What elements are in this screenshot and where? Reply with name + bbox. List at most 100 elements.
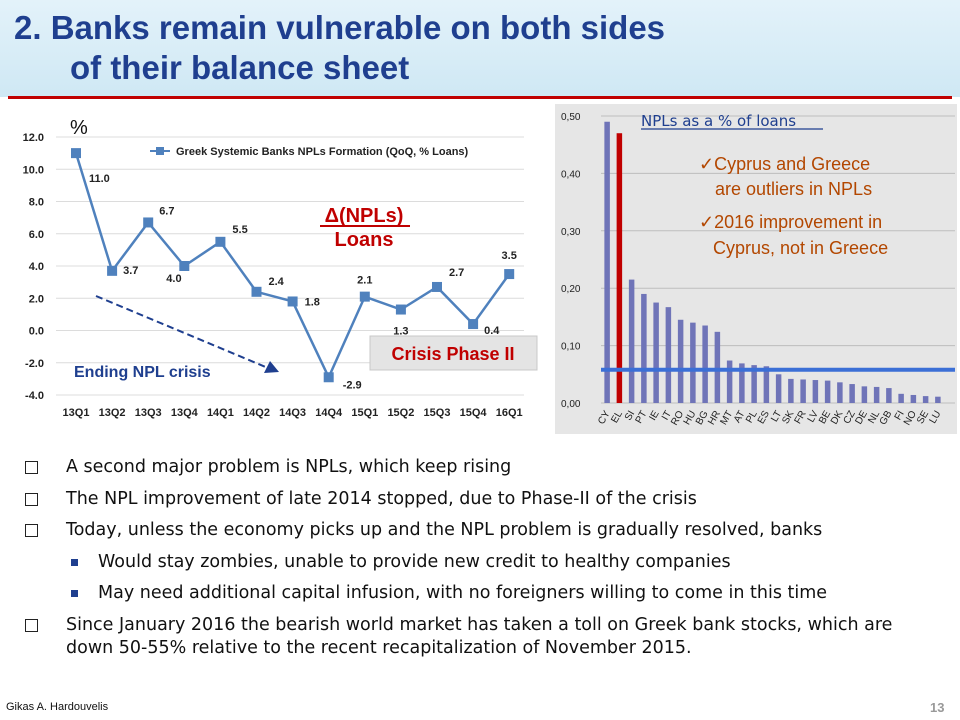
bullet-item: Since January 2016 the bearish world mar…: [24, 614, 944, 660]
chart2-y-tick-label: 0,50: [561, 112, 581, 123]
npl-data-label: 1.8: [305, 296, 320, 308]
chart1-x-tick-label: 15Q3: [424, 407, 451, 419]
npl-data-label: 0.4: [484, 325, 500, 337]
chart2-title: NPLs as a % of loans: [641, 112, 796, 130]
sub-bullet-item: May need additional capital infusion, wi…: [24, 582, 944, 605]
chart1-x-tick-labels: 13Q1 13Q2 13Q3 13Q4 14Q1 14Q2 14Q3 14Q4 15Q1 15Q2…: [63, 407, 523, 419]
npl-data-point: [107, 265, 118, 276]
chart1-y-tick-label: 12.0: [23, 132, 44, 144]
npl-data-label: 1.3: [393, 326, 408, 338]
bar-be: [824, 380, 831, 403]
bar-sk: [788, 378, 794, 403]
bar-fi: [898, 393, 904, 403]
npl-data-label: 3.7: [123, 265, 138, 277]
chart2-y-tick-label: 0,40: [561, 169, 581, 180]
npl-data-label: 3.5: [502, 250, 517, 262]
bar-it: [665, 307, 672, 403]
bar-cz: [849, 384, 855, 403]
formula-numerator: Δ(NPLs): [325, 205, 404, 227]
legend-text: Greek Systemic Banks NPLs Formation (QoQ…: [176, 146, 469, 158]
sub-bullet-text: Would stay zombies, unable to provide ne…: [98, 551, 731, 572]
ending-crisis-label: Ending NPL crisis: [74, 364, 211, 381]
chart1-y-tick-label: 4.0: [29, 261, 44, 273]
country-label: LV: [806, 409, 821, 425]
chart1-x-tick-label: 14Q1: [207, 407, 234, 419]
square-bullet-icon: [71, 590, 78, 597]
chart1-y-tick-label: 6.0: [29, 229, 44, 241]
bar-cy: [604, 121, 610, 404]
bar-es: [763, 366, 770, 403]
npl-ratio-chart: 0,50 0,40 0,30 0,20 0,10 0,00 CYELSIPTIEITROH…: [555, 104, 957, 434]
bullet-text: Today, unless the economy picks up and t…: [66, 520, 823, 540]
bullet-text: Since January 2016 the bearish world mar…: [66, 614, 893, 658]
checkbox-bullet-icon: [25, 618, 38, 632]
bar-ro: [677, 319, 684, 403]
chart1-x-tick-label: 16Q1: [496, 407, 523, 419]
chart1-x-tick-label: 15Q4: [460, 407, 488, 419]
npl-data-point: [179, 261, 190, 271]
bar-hr: [714, 331, 721, 403]
chart1-x-tick-label: 15Q1: [351, 407, 378, 419]
chart1-y-tick-label: 2.0: [29, 293, 44, 305]
crisis-phase-label: Crisis Phase II: [391, 344, 514, 364]
npl-data-labels: 11.0 3.7 6.7 4.0 5.5 2.4 1.8 -2.9 2.1 1.3 2.7 0.4 3.…: [89, 173, 517, 391]
ending-crisis-arrowhead: [264, 361, 279, 373]
ending-crisis-arrow: [95, 295, 269, 369]
bar-el: [616, 133, 623, 403]
country-label: PL: [744, 409, 760, 425]
checkbox-bullet-icon: [25, 461, 38, 474]
legend-square-marker: [156, 147, 164, 155]
bar-bg: [702, 325, 708, 403]
bar-fr: [800, 379, 806, 403]
note-outliers-line2: are outliers in NPLs: [715, 179, 872, 199]
chart1-x-tick-label: 13Q3: [135, 407, 162, 419]
bar-pl: [751, 365, 757, 403]
npl-data-point: [143, 217, 154, 228]
npl-data-point: [251, 286, 262, 297]
chart2-y-tick-label: 0,00: [561, 399, 581, 410]
chart1-y-tick-label: 10.0: [23, 164, 44, 176]
chart1-y-tick-label: -4.0: [25, 390, 44, 402]
npl-data-label: 11.0: [89, 173, 110, 185]
title-divider: [8, 96, 952, 99]
author-footer: Gikas A. Hardouvelis: [6, 701, 109, 713]
chart1-x-tick-label: 14Q4: [315, 407, 343, 419]
bullet-item: Today, unless the economy picks up and t…: [24, 519, 944, 542]
npl-data-label: -2.9: [343, 379, 362, 391]
country-label: EL: [609, 409, 625, 425]
slide-title: 2. Banks remain vulnerable on both sides…: [14, 8, 944, 88]
chart2-y-tick-label: 0,20: [561, 284, 581, 295]
npl-data-label: 2.1: [357, 275, 372, 287]
bar-hu: [690, 322, 696, 403]
title-line-2: of their balance sheet: [70, 49, 410, 86]
npl-data-label: 2.4: [269, 276, 285, 288]
bar-lv: [812, 380, 819, 403]
bar-dk: [837, 382, 843, 403]
percent-unit-label: %: [70, 117, 88, 139]
note-outliers-line1: ✓Cyprus and Greece: [699, 154, 870, 174]
bar-pt: [641, 293, 647, 403]
bar-ie: [653, 302, 659, 403]
checkbox-bullet-icon: [25, 524, 38, 537]
country-label: AT: [732, 409, 748, 425]
chart1-y-tick-labels: 12.0 10.0 8.0 6.0 4.0 2.0 0.0 -2.0 -4.0: [23, 132, 44, 402]
npl-data-point: [71, 148, 81, 159]
note-improvement-line2: Cyprus, not in Greece: [713, 238, 888, 258]
bullet-item: The NPL improvement of late 2014 stopped…: [24, 488, 944, 511]
chart2-y-tick-label: 0,10: [561, 342, 581, 353]
chart1-x-tick-label: 15Q2: [387, 407, 414, 419]
chart1-legend: Greek Systemic Banks NPLs Formation (QoQ…: [150, 146, 469, 158]
bar-si: [628, 279, 635, 403]
bar-no: [910, 394, 917, 403]
page-number: 13: [930, 700, 945, 715]
bar-at: [739, 363, 745, 403]
npl-data-point: [323, 372, 334, 383]
bullet-text: The NPL improvement of late 2014 stopped…: [66, 488, 697, 509]
bullet-list: A second major problem is NPLs, which ke…: [24, 456, 944, 668]
npl-series-markers: [71, 148, 515, 383]
bar-lt: [775, 374, 782, 403]
bullet-item: A second major problem is NPLs, which ke…: [24, 456, 944, 479]
chart1-x-tick-label: 14Q2: [243, 407, 270, 419]
npl-data-point: [287, 296, 298, 307]
country-label: LT: [769, 409, 784, 424]
